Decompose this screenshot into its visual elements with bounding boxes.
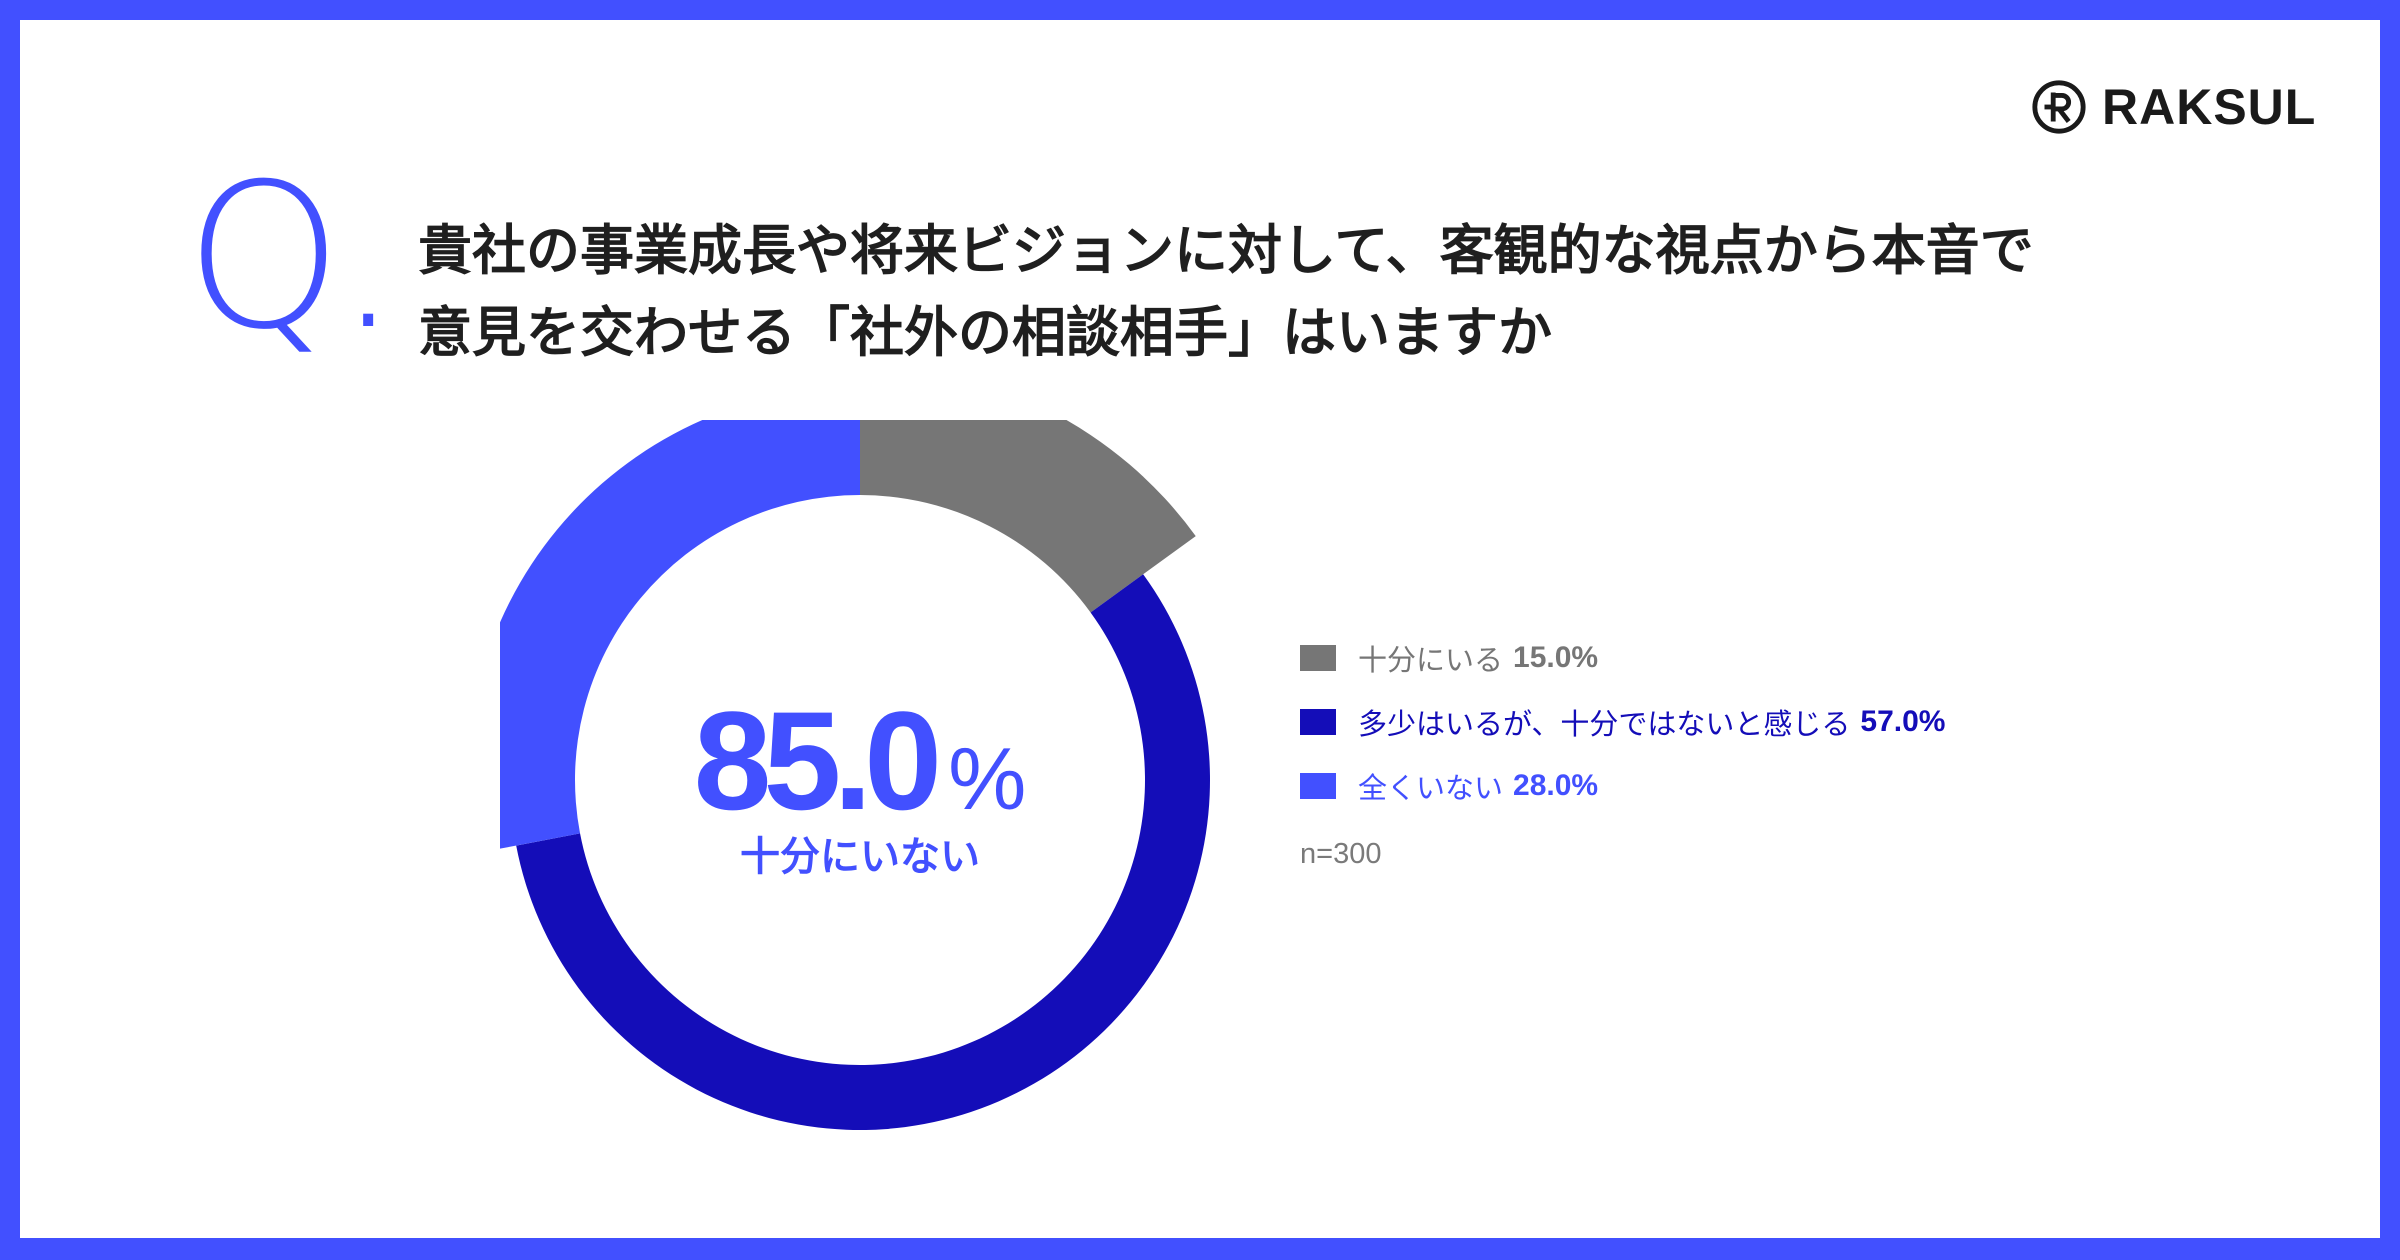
question-line-2: 意見を交わせる「社外の相談相手」はいますか xyxy=(418,301,1552,364)
donut-slice-none xyxy=(500,420,860,849)
donut-chart xyxy=(500,420,1210,1130)
legend-swatch xyxy=(1300,709,1336,735)
sample-size: n=300 xyxy=(1300,838,1382,870)
brand-logo: RAKSUL xyxy=(2030,78,2316,136)
question-line-1: 貴社の事業成長や将来ビジョンに対して、客観的な視点から本音で xyxy=(418,219,2034,282)
question-mark: Q. xyxy=(185,141,400,374)
legend-item: 多少はいるが、十分ではないと感じる 57.0% xyxy=(1300,700,1946,744)
legend-swatch xyxy=(1300,645,1336,671)
legend: 十分にいる 15.0% 多少はいるが、十分ではないと感じる 57.0% 全くいな… xyxy=(1300,636,1946,828)
legend-item: 全くいない 28.0% xyxy=(1300,764,1946,808)
center-value-unit: % xyxy=(948,729,1027,828)
center-value-number: 85.0 xyxy=(693,682,943,839)
raksul-r-circle-icon xyxy=(2032,80,2086,134)
donut-slice-somewhat xyxy=(516,574,1210,1130)
donut-slice-enough xyxy=(860,420,1196,613)
center-value: 85.0% xyxy=(620,680,1100,842)
card xyxy=(20,20,2380,1238)
legend-item: 十分にいる 15.0% xyxy=(1300,636,1946,680)
legend-value: 28.0% xyxy=(1513,769,1599,802)
legend-value: 15.0% xyxy=(1513,641,1599,674)
legend-label: 全くいない xyxy=(1358,771,1504,805)
question-text: 貴社の事業成長や将来ビジョンに対して、客観的な視点から本音で 意見を交わせる「社… xyxy=(418,210,2238,374)
center-label: 十分にいない xyxy=(740,834,980,880)
legend-label: 十分にいる xyxy=(1358,643,1504,677)
brand-name: RAKSUL xyxy=(2102,79,2317,135)
legend-label: 多少はいるが、十分ではないと感じる xyxy=(1358,707,1851,741)
legend-value: 57.0% xyxy=(1860,705,1946,738)
legend-swatch xyxy=(1300,773,1336,799)
